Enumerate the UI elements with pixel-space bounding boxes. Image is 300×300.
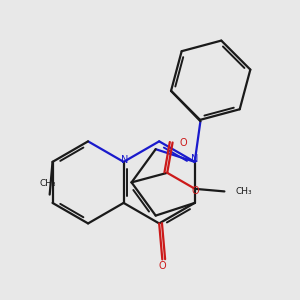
Text: N: N [191,154,198,164]
Text: O: O [179,137,187,148]
Text: CH₃: CH₃ [235,187,252,196]
Text: O: O [191,186,199,196]
Text: O: O [158,261,166,271]
Text: N: N [121,155,128,165]
Text: CH₃: CH₃ [39,179,56,188]
